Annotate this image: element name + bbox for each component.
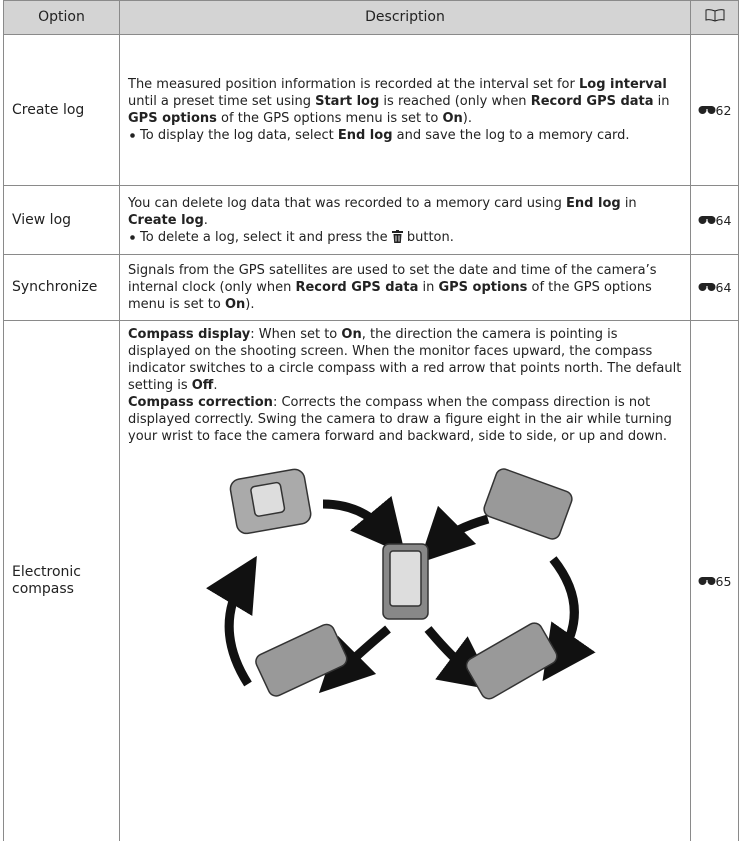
page-number: 62 (715, 102, 732, 118)
bold-text: End log (337, 128, 393, 143)
bold-text: End log (566, 195, 621, 211)
bullet (130, 234, 135, 240)
option: Synchronize (3, 254, 120, 321)
text: . (203, 212, 208, 228)
text: : Corrects the compass when the compass … (128, 395, 672, 444)
text: The measured position information is rec… (128, 77, 579, 92)
reference: 62 (690, 34, 739, 186)
text: Signals from the GPS satellites are used… (128, 263, 657, 295)
bold-text: Off (191, 378, 214, 393)
reference: 64 (690, 185, 739, 255)
reference: 65 (690, 320, 739, 841)
text: until a preset time set using (128, 94, 316, 109)
text: in (653, 94, 670, 109)
text: button. (402, 229, 454, 245)
description: The measured position information is rec… (119, 34, 691, 186)
row: View log You can delete log data that wa… (3, 185, 739, 255)
bold-text: Start log (315, 94, 380, 109)
ref-icon (698, 283, 716, 291)
trash-icon (391, 229, 403, 243)
header-cell: Description (119, 0, 691, 35)
paragraph: Signals from the GPS satellites are used… (128, 262, 682, 313)
description: You can delete log data that was recorde… (119, 185, 691, 255)
page-number: 65 (715, 573, 732, 589)
bold-text: Compass correction (128, 395, 273, 410)
row: Synchronize Signals from the GPS satelli… (3, 254, 739, 321)
bold-text: Compass display (128, 327, 251, 342)
paragraph: Compass correction: Corrects the compass… (128, 394, 682, 445)
options-table: Option Description Create log The measur… (3, 0, 739, 841)
row: Create log The measured position informa… (3, 34, 739, 186)
ref-icon (698, 576, 716, 585)
book-icon (705, 9, 724, 22)
bold-text: GPS options (128, 111, 217, 126)
option: Create log (3, 34, 120, 186)
bullet (130, 133, 135, 138)
text: and save the log to a memory card. (392, 128, 630, 143)
text: ). (245, 297, 255, 312)
header-cell: Option (3, 0, 120, 35)
bullet-paragraph: To display the log data, select End log … (128, 127, 682, 144)
text: To delete a log, select it and press the (140, 229, 392, 245)
bold-text: Log interval (578, 77, 667, 92)
text: You can delete log data that was recorde… (128, 195, 567, 211)
bold-text: GPS options (438, 280, 528, 295)
bold-text: Record GPS data (530, 94, 654, 109)
text: . (213, 378, 218, 393)
row: Electronic compass Compass display: When… (3, 320, 739, 841)
paragraph: The measured position information is rec… (128, 76, 682, 127)
description: Signals from the GPS satellites are used… (119, 254, 691, 321)
text: of the GPS options menu is set to (128, 280, 652, 312)
bold-text: Record GPS data (295, 280, 419, 295)
text: : When set to (250, 327, 342, 342)
illustration (205, 468, 596, 700)
text: in (620, 195, 637, 211)
page-number: 64 (715, 212, 732, 228)
bold-text: Create log (128, 212, 204, 228)
page-number: 64 (715, 280, 732, 295)
text: is reached (only when (379, 94, 531, 109)
paragraph: You can delete log data that was recorde… (128, 195, 682, 229)
text: To display the log data, select (140, 128, 338, 143)
text: of the GPS options menu is set to (216, 111, 443, 126)
option: View log (3, 185, 120, 255)
paragraph: Compass display: When set to On, the dir… (128, 326, 682, 394)
text: ). (462, 111, 472, 126)
reference: 64 (690, 254, 739, 321)
bullet-paragraph: To delete a log, select it and press the… (128, 229, 682, 246)
ref-icon (698, 105, 716, 114)
text: , the direction the camera is pointing i… (128, 327, 682, 393)
description: Compass display: When set to On, the dir… (119, 320, 691, 841)
ref-icon (698, 215, 716, 224)
bold-text: On (442, 111, 463, 126)
header-cell (690, 0, 739, 35)
option: Electronic compass (3, 320, 120, 841)
bold-text: On (224, 297, 246, 312)
header-row: Option Description (3, 0, 739, 35)
text: in (418, 280, 439, 295)
bold-text: On (341, 327, 362, 342)
